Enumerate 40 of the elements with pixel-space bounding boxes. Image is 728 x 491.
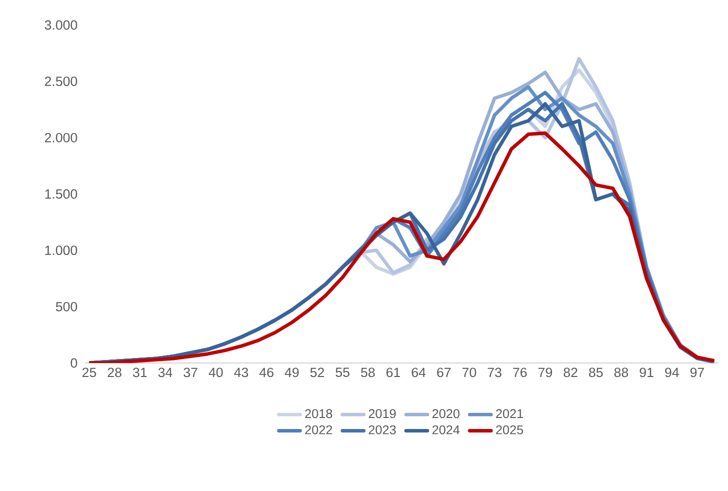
x-tick-label: 52 [310,368,324,378]
x-tick-label: 34 [158,368,172,378]
y-tick-label: 500 [56,302,78,312]
legend-label: 2021 [496,409,523,418]
x-tick-label: 82 [564,368,578,378]
legend-label: 2020 [432,409,460,418]
y-tick-label: 2.500 [44,76,78,86]
x-tick-label: 61 [386,368,400,378]
legend-label: 2025 [496,425,524,434]
y-tick-label: 2.000 [44,132,78,142]
legend-label: 2022 [305,425,332,434]
x-tick-label: 37 [184,368,198,378]
legend-label: 2019 [368,409,396,418]
x-tick-label: 94 [665,368,679,378]
x-tick-label: 76 [513,368,527,378]
x-tick-label: 31 [132,368,147,378]
x-tick-label: 91 [640,368,654,378]
x-tick-label: 55 [336,368,350,377]
x-tick-label: 43 [234,368,248,378]
x-tick-label: 40 [208,368,223,378]
x-tick-label: 25 [82,368,96,378]
x-tick-label: 64 [412,368,426,378]
x-tick-label: 58 [361,368,375,378]
legend-label: 2023 [368,425,396,434]
x-tick-label: 88 [614,368,628,378]
x-tick-label: 67 [437,368,451,378]
x-tick-label: 49 [284,368,299,378]
y-tick-label: 3.000 [44,20,78,30]
legend-label: 2024 [432,425,460,434]
x-tick-label: 85 [589,368,603,378]
y-tick-label: 1.500 [45,189,78,199]
y-tick-label: 1.000 [45,246,78,256]
y-tick-label: 0 [70,358,78,368]
x-tick-label: 97 [690,368,704,378]
x-tick-label: 70 [462,368,476,378]
legend-label: 2018 [305,409,332,418]
x-tick-label: 28 [108,368,122,378]
x-tick-label: 79 [538,368,552,378]
x-tick-label: 73 [488,368,502,378]
x-tick-label: 46 [259,368,274,378]
